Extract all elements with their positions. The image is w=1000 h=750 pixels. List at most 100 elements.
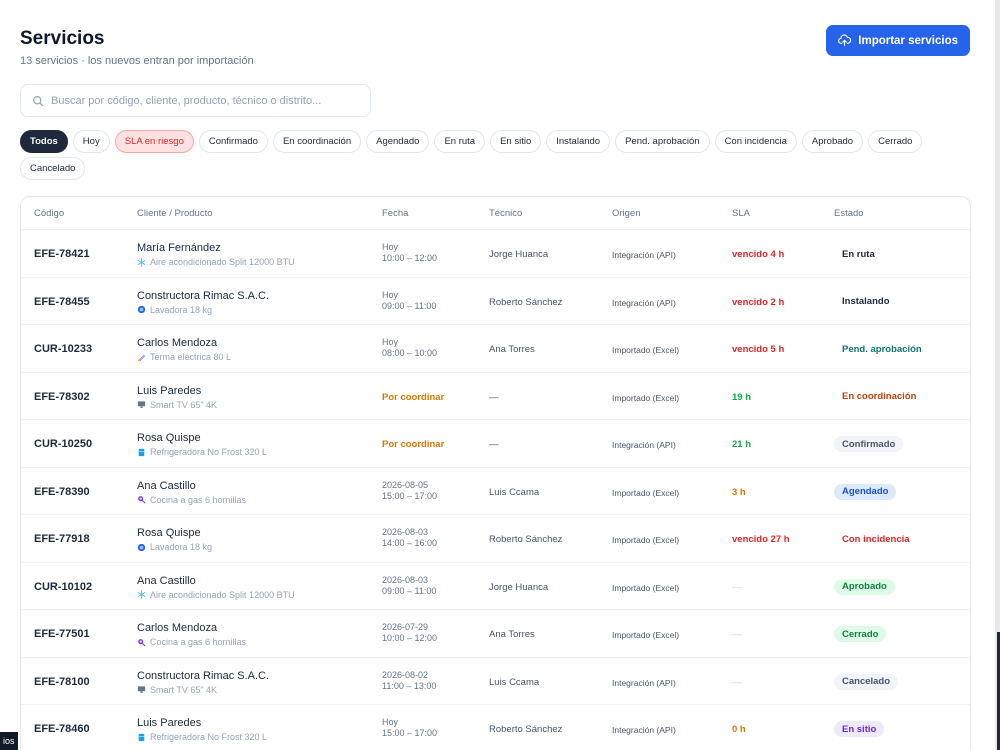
service-code[interactable]: EFE-78302: [34, 390, 90, 403]
table-row[interactable]: EFE-77501 Carlos Mendoza Cocina a gas 6 ho…: [21, 610, 970, 658]
filter-chip-instalando[interactable]: Instalando: [546, 130, 611, 153]
service-code[interactable]: CUR-10250: [34, 438, 93, 450]
service-date: Hoy 08:00 – 10:00: [382, 337, 437, 359]
table-row[interactable]: EFE-78100 Constructora Rimac S.A.C. Smart …: [21, 658, 970, 705]
date-day: 2026-08-05: [382, 479, 429, 490]
service-code[interactable]: EFE-77918: [34, 533, 90, 545]
technician: Roberto Sánchez: [489, 724, 563, 735]
window-edge-dark: [997, 632, 1000, 750]
status-badge: En coordinación: [842, 391, 917, 402]
table-row[interactable]: EFE-78455 Constructora Rimac S.A.C. Lavado…: [21, 278, 970, 325]
product-name: Aire acondicionado Split 12000 BTU: [150, 257, 295, 267]
technician: Luis Ccama: [489, 486, 540, 498]
table-row[interactable]: EFE-78460 Luis Paredes Refrigeradora No Fr…: [21, 705, 970, 750]
table-row[interactable]: CUR-10250 Rosa Quispe Refrigeradora No Fro…: [21, 420, 970, 468]
table-row[interactable]: EFE-78421 María Fernández Aire acondiciona…: [21, 230, 970, 278]
origin: Integración (API): [612, 677, 676, 688]
filter-chip-pend-aprobacion[interactable]: Pend. aprobación: [615, 130, 710, 153]
filter-chip-cerrado[interactable]: Cerrado: [868, 130, 923, 153]
origin: Importado (Excel): [612, 345, 680, 355]
column-header-tecnico[interactable]: Técnico: [489, 208, 523, 219]
filter-chip-en-ruta[interactable]: En ruta: [434, 130, 486, 153]
stove-icon: [138, 496, 146, 504]
column-header-sla[interactable]: SLA: [732, 208, 750, 219]
date-time-window: 15:00 – 17:00: [382, 728, 438, 738]
origin: Importado (Excel): [612, 630, 680, 640]
search-box[interactable]: [20, 84, 371, 117]
date-time-window: 09:00 – 11:00: [382, 300, 437, 311]
client-name: Constructora Rimac S.A.C.: [137, 669, 270, 682]
filter-chip-en-sitio[interactable]: En sitio: [490, 130, 542, 153]
service-code[interactable]: EFE-78460: [34, 723, 90, 735]
product-line: Lavadora 18 kg: [137, 542, 212, 552]
sla-value: 3 h: [732, 486, 746, 498]
table-row[interactable]: EFE-77918 Rosa Quispe Lavadora 18 kg 2026-0…: [21, 515, 970, 563]
sla-value: —: [732, 676, 742, 688]
import-services-label: Importar servicios: [858, 34, 958, 47]
status-badge: Pend. aprobación: [842, 343, 922, 355]
technician: Roberto Sánchez: [489, 296, 563, 308]
filter-chip-con-incidencia[interactable]: Con incidencia: [714, 130, 797, 153]
heater-icon: [137, 354, 146, 361]
service-code[interactable]: EFE-78390: [34, 485, 90, 498]
date-time-window: 10:00 – 12:00: [382, 253, 438, 263]
column-header-codigo[interactable]: Código: [34, 208, 65, 219]
filter-chip-hoy[interactable]: Hoy: [72, 130, 110, 153]
product-line: Terma eléctrica 80 L: [137, 352, 231, 362]
filter-chip-agendado[interactable]: Agendado: [366, 130, 430, 153]
filter-chip-todos[interactable]: Todos: [20, 130, 68, 153]
client-name: Constructora Rimac S.A.C.: [137, 289, 270, 302]
washer-icon: [137, 543, 146, 551]
client-name: Rosa Quispe: [137, 527, 201, 539]
date-time-window: 09:00 – 11:00: [382, 585, 437, 596]
fridge-icon: [138, 448, 145, 456]
cloud-upload-icon: [838, 34, 852, 46]
client-name: Ana Castillo: [137, 479, 196, 492]
stove-icon: [138, 638, 146, 646]
origin: Importado (Excel): [612, 487, 680, 498]
date-day: Por coordinar: [382, 391, 445, 403]
sla-value: 0 h: [732, 724, 746, 735]
service-code[interactable]: CUR-10102: [34, 580, 93, 593]
date-time-window: 10:00 – 12:00: [382, 633, 438, 643]
date-day: 2026-08-03: [382, 574, 429, 585]
product-line: Lavadora 18 kg: [137, 305, 212, 315]
service-code[interactable]: EFE-78455: [34, 295, 90, 308]
date-day: Hoy: [382, 242, 399, 252]
service-date: 2026-08-05 15:00 – 17:00: [382, 480, 437, 502]
product-name: Lavadora 18 kg: [150, 542, 213, 552]
page-header: Servicios 13 servicios · los nuevos entr…: [20, 25, 970, 72]
table-row[interactable]: EFE-78302 Luis Paredes Smart TV 65" 4K Por …: [21, 373, 970, 420]
column-header-fecha[interactable]: Fecha: [382, 208, 409, 219]
sla-value: vencido 4 h: [732, 249, 785, 260]
product-line: Aire acondicionado Split 12000 BTU: [137, 257, 295, 267]
service-code[interactable]: EFE-77501: [34, 628, 90, 640]
filter-chip-confirmado[interactable]: Confirmado: [198, 130, 268, 153]
filter-chip-en-coordinacion[interactable]: En coordinación: [272, 130, 362, 153]
product-name: Lavadora 18 kg: [150, 304, 213, 315]
import-services-button[interactable]: Importar servicios: [826, 25, 970, 56]
product-name: Smart TV 65" 4K: [150, 684, 218, 695]
service-code[interactable]: CUR-10233: [34, 343, 93, 355]
table-row[interactable]: CUR-10233 Carlos Mendoza Terma eléctrica 8…: [21, 325, 970, 373]
search-icon: [33, 95, 44, 106]
table-row[interactable]: EFE-78390 Ana Castillo Cocina a gas 6 horn…: [21, 468, 970, 515]
sla-value: —: [732, 581, 742, 593]
date-time-window: 11:00 – 13:00: [382, 680, 437, 691]
filter-chip-cancelado[interactable]: Cancelado: [20, 157, 86, 180]
column-header-origen[interactable]: Origen: [612, 208, 641, 219]
service-code[interactable]: EFE-78100: [34, 675, 90, 688]
filter-chip-sla-en-riesgo[interactable]: SLA en riesgo: [114, 130, 194, 153]
status-badge: Con incidencia: [842, 533, 910, 545]
client-name: Luis Paredes: [137, 717, 202, 729]
search-input[interactable]: [51, 94, 351, 107]
column-header-estado[interactable]: Estado: [834, 208, 864, 219]
product-name: Aire acondicionado Split 12000 BTU: [150, 589, 295, 600]
client-name: María Fernández: [137, 242, 221, 254]
table-row[interactable]: CUR-10102 Ana Castillo Aire acondicionado …: [21, 563, 970, 610]
column-header-cliente-producto[interactable]: Cliente / Producto: [137, 208, 213, 219]
origin: Integración (API): [612, 297, 676, 308]
technician: —: [489, 391, 499, 403]
filter-chip-aprobado[interactable]: Aprobado: [801, 130, 864, 153]
service-code[interactable]: EFE-78421: [34, 248, 90, 260]
